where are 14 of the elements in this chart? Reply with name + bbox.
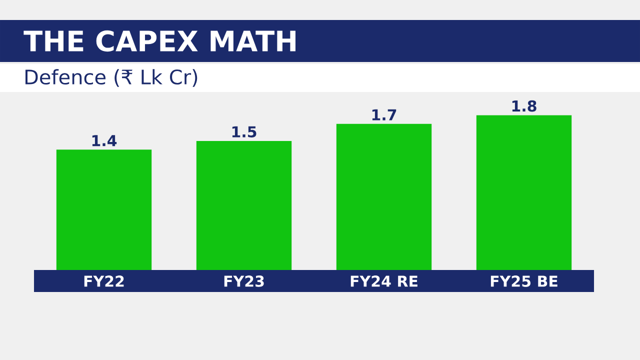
bar bbox=[476, 115, 572, 270]
chart-title: THE CAPEX MATH bbox=[24, 30, 296, 52]
data-label: 1.4 bbox=[92, 135, 117, 146]
data-label: 1.7 bbox=[372, 109, 396, 120]
x-tick-label: FY24 RE bbox=[350, 276, 418, 287]
chart-subtitle: Defence (₹ Lk Cr) bbox=[25, 69, 198, 87]
data-label: 1.5 bbox=[232, 126, 256, 138]
x-tick-label: FY25 BE bbox=[490, 276, 558, 287]
x-tick-label: FY22 bbox=[84, 276, 124, 287]
x-tick-label: FY23 bbox=[224, 276, 264, 287]
bar bbox=[56, 150, 152, 270]
bar bbox=[196, 141, 292, 270]
data-label: 1.8 bbox=[512, 100, 536, 112]
bar bbox=[336, 124, 432, 270]
